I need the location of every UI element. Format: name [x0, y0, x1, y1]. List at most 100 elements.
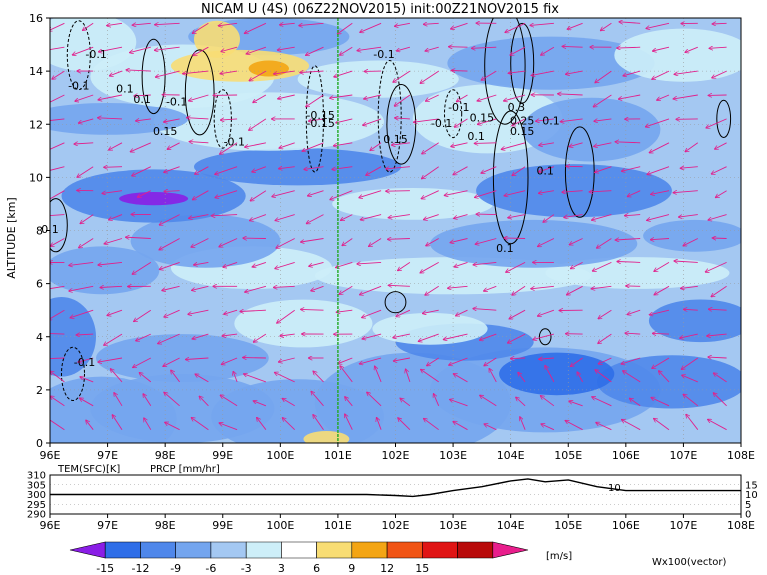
wind-vector: [375, 366, 382, 383]
wind-vector: [622, 420, 641, 431]
wind-vector: [308, 190, 324, 196]
wind-vector: [654, 285, 670, 294]
wind-vector: [249, 118, 267, 130]
colorbar-swatch: [69, 541, 106, 559]
wind-vector: [716, 190, 727, 198]
wind-vector: [193, 46, 209, 55]
wind-vector: [223, 261, 238, 267]
wind-vector: [531, 70, 554, 75]
wind-vector: [104, 238, 123, 244]
wind-vector: [360, 22, 382, 32]
wind-vector: [647, 166, 670, 175]
contour-label: 0.1: [542, 114, 560, 127]
wind-vector: [240, 310, 266, 311]
field-patch: [476, 164, 672, 218]
main-y-axis: 0 2 4 6 8 10 12 14 16: [29, 12, 50, 450]
wind-vector: [454, 214, 468, 219]
wind-vector: [505, 22, 526, 32]
wind-vector: [508, 71, 526, 73]
wind-vector: [539, 166, 555, 172]
field-patch: [234, 299, 373, 348]
wind-vector: [222, 334, 238, 336]
wind-vector: [158, 333, 180, 344]
wind-vector: [126, 70, 151, 71]
wind-vector: [617, 47, 641, 48]
wind-vector: [589, 191, 612, 192]
wind-vector: [619, 22, 641, 24]
wind-vector: [156, 70, 180, 77]
wind-vector: [272, 190, 295, 197]
wind-vector: [222, 357, 238, 364]
wind-vector: [393, 333, 410, 338]
wind-vector: [712, 23, 727, 24]
wind-vector: [107, 23, 123, 25]
wind-vector: [400, 398, 411, 407]
wind-vector: [306, 46, 324, 55]
contour-label: -0.15: [306, 117, 334, 130]
wind-vector: [341, 214, 353, 221]
ts-x-tick-label: 104E: [497, 519, 525, 532]
x-tick-label: 102E: [382, 449, 410, 462]
wind-vector: [107, 309, 123, 315]
x-tick-label: 108E: [727, 449, 755, 462]
wind-vector: [539, 190, 554, 194]
wind-vector: [708, 357, 727, 358]
wind-vector: [340, 366, 353, 383]
wind-vector: [567, 22, 583, 29]
wind-vector: [163, 357, 180, 366]
wind-vector: [187, 118, 209, 119]
wind-vector: [592, 214, 612, 221]
wind-vector: [164, 118, 180, 122]
wind-vector: [79, 238, 94, 248]
wind-vector: [617, 262, 641, 263]
wind-vector: [155, 46, 180, 50]
wind-vector: [509, 309, 526, 319]
wind-vector: [397, 46, 411, 51]
contour-label: 0.15: [510, 125, 535, 138]
wind-vector: [510, 46, 526, 55]
wind-vector: [249, 70, 267, 81]
contour-label: 0.15: [470, 112, 495, 125]
contour-ring: [510, 22, 535, 104]
wind-vector: [558, 94, 583, 95]
colorbar-level-label: 3: [278, 562, 285, 575]
wind-vector: [193, 22, 209, 33]
y-axis-label: ALTITUDE [km]: [5, 197, 18, 278]
wind-vector: [98, 94, 123, 100]
field-patch: [545, 257, 730, 289]
wind-vector: [539, 142, 554, 146]
wind-vector: [367, 392, 382, 407]
wind-vector: [543, 214, 555, 223]
wind-vector: [70, 309, 94, 318]
wind-vector: [112, 415, 123, 430]
wind-vector: [275, 373, 295, 383]
wind-vector: [414, 118, 439, 122]
wind-vector: [221, 119, 238, 120]
wind-vector: [362, 309, 382, 317]
wind-vector: [425, 285, 439, 295]
wind-vector: [481, 70, 497, 80]
wind-vector: [445, 190, 468, 196]
wind-vector: [212, 215, 238, 216]
wind-vector: [279, 357, 295, 362]
wind-vector: [195, 374, 209, 383]
colorbar-swatch: [175, 541, 212, 559]
wind-vector: [396, 309, 411, 316]
wind-vector: [143, 394, 152, 407]
field-patch: [297, 60, 459, 98]
wind-vector: [50, 190, 65, 200]
wind-vector: [79, 118, 94, 123]
wind-vector: [395, 94, 411, 106]
wind-vector: [541, 396, 555, 407]
wind-vector: [386, 191, 410, 192]
wind-vector: [280, 23, 295, 25]
field-patch: [119, 192, 189, 206]
wind-vector: [538, 309, 555, 316]
wind-vector: [345, 414, 353, 430]
wind-vector: [164, 392, 180, 407]
wind-vector: [508, 214, 526, 218]
wind-vector: [50, 142, 65, 151]
contour-label: 0.15: [383, 133, 408, 146]
contour-ring: [50, 198, 68, 253]
